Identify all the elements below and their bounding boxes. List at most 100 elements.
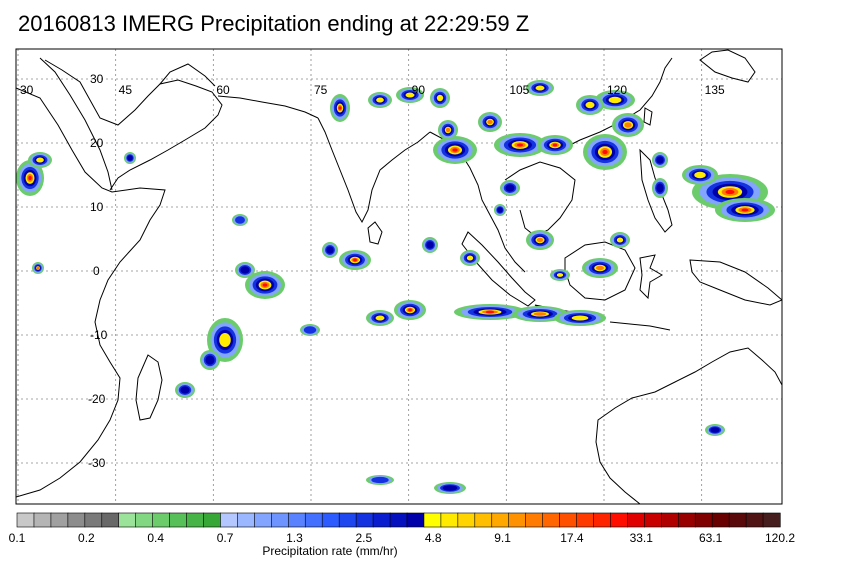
rain-cell — [454, 304, 526, 320]
rain-cell-layer — [205, 355, 215, 365]
coastline-sri-lanka — [367, 221, 383, 245]
coastline-philippines — [639, 148, 673, 233]
rain-cell — [366, 475, 394, 485]
colorbar-swatch — [304, 512, 323, 528]
colorbar-swatch — [694, 512, 713, 528]
colorbar-swatch — [711, 512, 730, 528]
colorbar-swatch — [474, 512, 493, 528]
rain-cell-layer — [497, 207, 503, 213]
lat-label-5: -20 — [88, 392, 106, 406]
colorbar-swatch — [254, 512, 272, 528]
rain-cell — [494, 133, 546, 157]
colorbar-swatch — [542, 512, 561, 528]
rain-cell-layer — [180, 386, 190, 394]
rain-cell — [339, 250, 371, 270]
colorbar-tick-label: 2.5 — [355, 531, 372, 545]
rain-cell — [433, 136, 477, 164]
lon-label-5: 105 — [509, 83, 529, 97]
coastline-sulawesi — [639, 254, 663, 300]
colorbar-tick-label: 1.3 — [286, 531, 303, 545]
rain-cell — [322, 242, 338, 258]
coastline-arabia — [44, 59, 223, 191]
colorbar-tick-label: 4.8 — [425, 531, 442, 545]
colorbar-tick-label: 0.1 — [9, 531, 26, 545]
colorbar-swatch — [508, 512, 527, 528]
rain-cell — [478, 112, 502, 132]
colorbar-swatch — [33, 512, 52, 528]
rain-cell-layer — [426, 241, 434, 249]
colorbar-swatch — [338, 512, 357, 528]
rain-cell-layer — [556, 273, 564, 277]
rain-cell-layer — [710, 427, 720, 433]
rain-cell-layer — [725, 189, 735, 195]
rain-cell — [16, 160, 44, 196]
rain-cell-layer — [240, 266, 250, 274]
rain-cell-layer — [371, 476, 389, 484]
colorbar-swatch — [135, 512, 154, 528]
lon-label-1: 45 — [119, 83, 133, 97]
rain-cell — [582, 258, 618, 278]
lat-label-1: 20 — [90, 136, 104, 150]
rain-cell-layer — [505, 184, 515, 192]
colorbar-swatch — [593, 512, 612, 528]
rain-cell — [396, 87, 424, 103]
rain-cell-layer — [303, 326, 317, 334]
coastline-persian-gulf — [159, 63, 216, 87]
lat-label-6: -30 — [88, 456, 106, 470]
lat-label-0: 30 — [90, 72, 104, 86]
rain-cell-layer — [656, 156, 664, 164]
rain-cell — [207, 318, 243, 362]
colorbar-swatch — [372, 512, 391, 528]
coastline-red-sea-west — [39, 57, 113, 191]
rain-cell — [366, 310, 394, 326]
rain-cell — [500, 180, 520, 196]
colorbar-swatch — [644, 512, 662, 528]
rain-cell-layer — [602, 149, 608, 155]
rain-cell-layer — [235, 216, 245, 224]
colorbar-tick-label: 0.4 — [147, 531, 164, 545]
rain-cell — [595, 90, 635, 110]
precipitation-cells — [16, 80, 775, 494]
rain-cell-layer — [466, 255, 474, 261]
colorbar-swatch — [101, 512, 120, 528]
rain-cell — [175, 382, 195, 398]
rain-cell-layer — [326, 246, 334, 254]
colorbar-swatch — [355, 512, 374, 528]
colorbar-swatch — [525, 512, 544, 528]
colorbar-tick-label: 0.7 — [217, 531, 234, 545]
colorbar-tick-label: 33.1 — [630, 531, 654, 545]
lon-label-2: 60 — [216, 83, 230, 97]
rain-cell-layer — [741, 208, 749, 212]
rain-cell — [682, 165, 718, 185]
colorbar-swatch — [271, 512, 289, 528]
rain-cell-layer — [694, 171, 706, 179]
rain-cell — [526, 80, 554, 96]
rain-cell-layer — [535, 85, 545, 91]
rain-cell — [422, 237, 438, 253]
rain-cell-layer — [408, 308, 412, 312]
colorbar-tick-label: 17.4 — [560, 531, 584, 545]
rain-cell-layer — [436, 94, 444, 102]
rain-cell — [537, 135, 573, 155]
rain-cell-layer — [219, 332, 231, 348]
colorbar-swatch — [152, 512, 171, 528]
rain-cell — [576, 95, 604, 115]
colorbar-swatch — [627, 512, 645, 528]
colorbar-tick-label: 0.2 — [78, 531, 95, 545]
colorbar-swatch — [457, 512, 476, 528]
colorbar-swatch — [745, 512, 764, 528]
colorbar-swatch — [728, 512, 747, 528]
colorbar-swatch — [576, 512, 595, 528]
rain-cell — [550, 269, 570, 281]
coastline-australia — [595, 347, 782, 504]
colorbar-swatch — [321, 512, 340, 528]
colorbar-swatch — [559, 512, 578, 528]
colorbar-swatch — [762, 512, 781, 528]
colorbar-swatch — [406, 512, 425, 528]
rain-cell — [28, 152, 52, 168]
lat-label-2: 10 — [90, 200, 104, 214]
colorbar-swatch — [169, 512, 188, 528]
rain-cell-layer — [608, 96, 622, 104]
colorbar-swatch — [661, 512, 679, 528]
